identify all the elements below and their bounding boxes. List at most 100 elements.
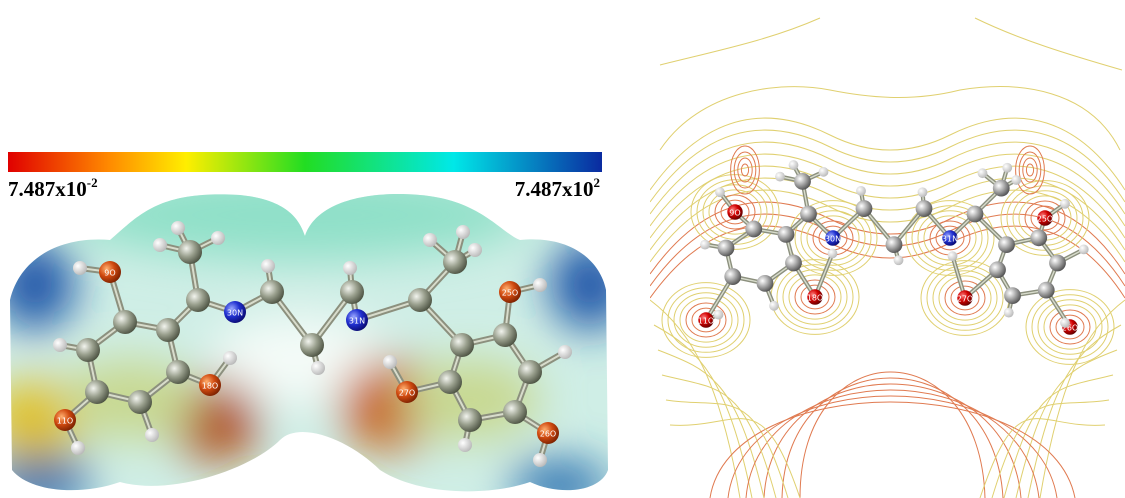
carbon-atom bbox=[989, 261, 1006, 278]
figure: 7.487x10-2 7.487x102 9O30N31N25O18O27O11… bbox=[0, 0, 1125, 498]
carbon-atom bbox=[886, 236, 903, 253]
contour bbox=[764, 384, 1021, 498]
hydrogen-atom bbox=[948, 251, 958, 261]
hydrogen-atom bbox=[894, 255, 904, 265]
mantissa: 7.487x10 bbox=[515, 177, 594, 201]
contour bbox=[975, 18, 1122, 70]
carbon-atom bbox=[178, 240, 202, 264]
hydrogen-atom bbox=[53, 338, 67, 352]
hydrogen-atom bbox=[1060, 318, 1070, 328]
carbon-atom bbox=[967, 206, 984, 223]
carbon-atom bbox=[757, 275, 774, 292]
carbon-atom bbox=[856, 200, 873, 217]
hydrogen-atom bbox=[978, 168, 988, 178]
carbon-atom bbox=[260, 280, 284, 304]
atom-label: 18O bbox=[807, 294, 823, 303]
carbon-atom bbox=[186, 288, 210, 312]
carbon-atom bbox=[503, 400, 527, 424]
mantissa: 7.487x10 bbox=[8, 177, 87, 201]
carbon-atom bbox=[785, 255, 802, 272]
hydrogen-atom bbox=[73, 261, 87, 275]
atom-label: 30N bbox=[825, 235, 841, 244]
carbon-atom bbox=[916, 200, 933, 217]
contour bbox=[710, 402, 1075, 498]
hydrogen-atom bbox=[145, 428, 159, 442]
carbon-atom bbox=[408, 288, 432, 312]
atom-label: 9O bbox=[104, 269, 115, 278]
carbon-atom bbox=[745, 221, 762, 238]
hydrogen-atom bbox=[456, 225, 470, 239]
atom-label: 11O bbox=[57, 417, 73, 426]
contour bbox=[660, 18, 820, 65]
hydrogen-atom bbox=[423, 233, 437, 247]
carbon-atom bbox=[300, 333, 324, 357]
atom-label: 9O bbox=[729, 209, 740, 218]
hydrogen-atom bbox=[383, 355, 397, 369]
hydrogen-atom bbox=[819, 167, 829, 177]
contour bbox=[1023, 158, 1037, 182]
carbon-atom bbox=[1004, 287, 1021, 304]
carbon-atom bbox=[450, 333, 474, 357]
carbon-atom bbox=[1049, 255, 1066, 272]
hydrogen-atom bbox=[458, 438, 472, 452]
hydrogen-atom bbox=[700, 240, 710, 250]
atom-label: 27O bbox=[399, 389, 415, 398]
hydrogen-atom bbox=[558, 345, 572, 359]
atom-label: 31N bbox=[349, 317, 365, 326]
hydrogen-atom bbox=[533, 278, 547, 292]
carbon-atom bbox=[724, 268, 741, 285]
hydrogen-atom bbox=[261, 259, 275, 273]
contour bbox=[738, 158, 752, 182]
carbon-atom bbox=[438, 370, 462, 394]
carbon-atom bbox=[998, 236, 1015, 253]
color-bar-max-label: 7.487x102 bbox=[515, 175, 600, 201]
contour bbox=[650, 142, 1125, 214]
hydrogen-atom bbox=[1002, 163, 1012, 173]
hydrogen-atom bbox=[714, 310, 724, 320]
atom-label: 26O bbox=[540, 430, 556, 439]
carbon-atom bbox=[85, 380, 109, 404]
carbon-atom bbox=[718, 240, 735, 257]
hydrogen-atom bbox=[1060, 199, 1070, 209]
hydrogen-atom bbox=[171, 221, 185, 235]
contour bbox=[666, 400, 788, 498]
hydrogen-atom bbox=[828, 249, 838, 259]
hydrogen-atom bbox=[769, 301, 779, 311]
hydrogen-atom bbox=[918, 187, 928, 197]
hydrogen-atom bbox=[789, 160, 799, 170]
carbon-atom bbox=[458, 408, 482, 432]
carbon-atom bbox=[800, 206, 817, 223]
hydrogen-atom bbox=[71, 441, 85, 455]
carbon-atom bbox=[76, 338, 100, 362]
color-bar bbox=[8, 152, 602, 172]
contour bbox=[1016, 146, 1045, 194]
hydrogen-atom bbox=[223, 351, 237, 365]
contour bbox=[1028, 325, 1121, 498]
hydrogen-atom bbox=[343, 261, 357, 275]
atom-label: 27O bbox=[957, 295, 973, 304]
carbon-atom bbox=[778, 226, 795, 243]
hydrogen-atom bbox=[856, 186, 866, 196]
atom-label: 11O bbox=[698, 317, 714, 326]
hydrogen-atom bbox=[468, 243, 482, 257]
carbon-atom bbox=[993, 180, 1010, 197]
hydrogen-atom bbox=[153, 238, 167, 252]
hydrogen-atom bbox=[775, 172, 785, 182]
contour bbox=[650, 118, 1125, 190]
hydrogen-atom bbox=[1004, 308, 1014, 318]
contour bbox=[654, 325, 752, 498]
carbon-atom bbox=[340, 280, 364, 304]
contour bbox=[658, 350, 764, 498]
hydrogen-atom bbox=[533, 453, 547, 467]
contour bbox=[992, 400, 1109, 498]
exponent: -2 bbox=[87, 175, 98, 190]
carbon-atom bbox=[518, 360, 542, 384]
hydrogen-atom bbox=[1011, 175, 1021, 185]
carbon-atom bbox=[156, 318, 180, 342]
contour bbox=[741, 164, 748, 176]
color-bar-min-label: 7.487x10-2 bbox=[8, 175, 98, 201]
contour bbox=[1026, 164, 1033, 176]
contour bbox=[800, 372, 985, 498]
carbon-atom bbox=[794, 173, 811, 190]
carbon-atom bbox=[1038, 282, 1055, 299]
